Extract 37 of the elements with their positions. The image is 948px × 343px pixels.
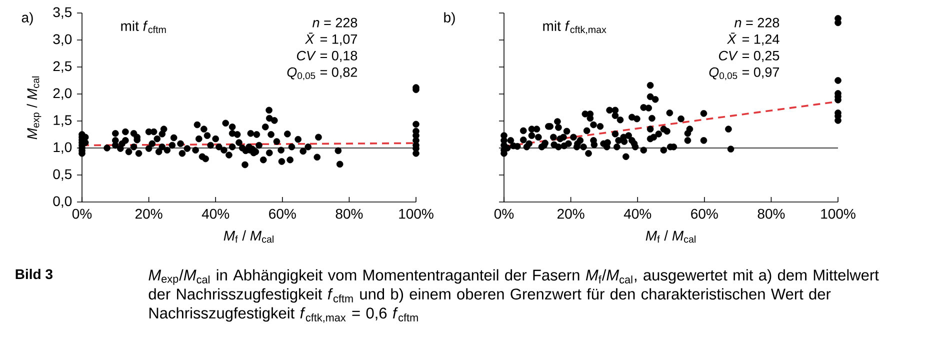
x-tick-label: 100% bbox=[821, 208, 856, 219]
y-tick-label: 0,0 bbox=[53, 196, 72, 208]
annotation: X̄ = 1,24 bbox=[726, 32, 780, 46]
x-tick-label: 0% bbox=[494, 208, 514, 219]
y-tick-label: 3,5 bbox=[53, 7, 72, 19]
chart-title: a) bbox=[22, 12, 33, 26]
chart-subtitle: mit f$_{cftm}$ bbox=[121, 20, 166, 34]
chart-title: b) bbox=[444, 12, 455, 26]
y-tick-label: 3,0 bbox=[53, 34, 72, 46]
x-tick-label: 0% bbox=[72, 208, 92, 219]
text: Bild 3 bbox=[16, 268, 52, 280]
x-tick-label: 40% bbox=[202, 208, 230, 219]
x-axis-title: M$_{f}$ / M$_{cal}$ bbox=[646, 230, 696, 243]
text: M$_{exp}$/M$_{cal}$ in Abhängigkeit vom Momententraganteil der Fasern M$_{f}$/M$_{cal}$, ausgewertet mit a) dem Mittelwert der Nachrisszugfestigkeit f$_{cftm}$ und b) einem oberen Grenzwert für den charakteristischen Wert der Nachrisszugfestigkeit f$_{cftk,max}$ = 0,6 f$_{cftm}$ bbox=[148, 269, 879, 323]
x-tick-label: 100% bbox=[399, 208, 434, 219]
annotation: Q$_{0,05}$ = 0,97 bbox=[709, 67, 780, 80]
y-axis-title: M$_{exp}$ / M$_{cal}$ bbox=[26, 76, 42, 140]
x-tick-label: 20% bbox=[558, 208, 584, 219]
annotation: n = 228 bbox=[734, 18, 780, 28]
x-tick-label: 80% bbox=[336, 208, 363, 219]
y-tick-label: 1,5 bbox=[54, 115, 72, 127]
annotation: n = 228 bbox=[312, 18, 358, 28]
annotation: X̄ = 1,07 bbox=[304, 32, 358, 46]
x-tick-label: 80% bbox=[758, 208, 785, 219]
annotation: Q$_{0,05}$ = 0,82 bbox=[287, 67, 358, 80]
y-tick-label: 1,0 bbox=[54, 142, 72, 154]
x-tick-label: 60% bbox=[691, 208, 718, 219]
x-tick-label: 40% bbox=[624, 208, 652, 219]
y-tick-label: 2,5 bbox=[53, 61, 72, 73]
y-tick-label: 0,5 bbox=[53, 169, 72, 181]
annotation: CV = 0,25 bbox=[718, 50, 780, 62]
y-tick-label: 2,0 bbox=[53, 88, 72, 100]
annotation: CV = 0,18 bbox=[296, 50, 358, 62]
x-tick-label: 20% bbox=[135, 208, 162, 219]
text: mit f$_{cftk,max}$ bbox=[543, 20, 606, 34]
x-axis-title: M$_{f}$ / M$_{cal}$ bbox=[224, 230, 274, 243]
x-tick-label: 60% bbox=[269, 208, 296, 219]
